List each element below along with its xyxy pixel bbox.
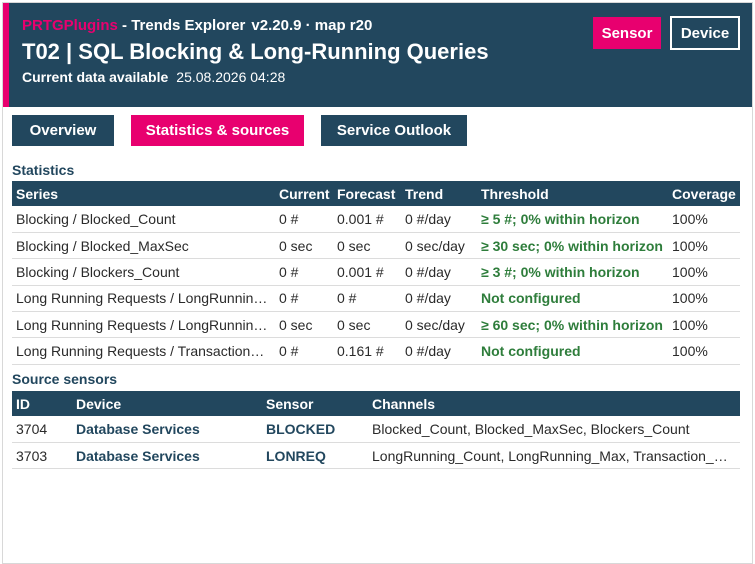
brand-separator: - bbox=[117, 17, 132, 34]
column-header-coverage[interactable]: Coverage bbox=[668, 181, 740, 206]
source-sensors-title: Source sensors bbox=[12, 371, 118, 387]
app-name: Trends Explorer bbox=[131, 17, 246, 34]
column-header-sensor[interactable]: Sensor bbox=[262, 391, 368, 416]
table-row: Long Running Requests / LongRunning_Max … bbox=[12, 311, 740, 339]
threshold-cell: ≥ 30 sec; 0% within horizon bbox=[477, 232, 668, 260]
current-cell: 0 sec bbox=[275, 311, 333, 339]
column-header-current[interactable]: Current bbox=[275, 181, 333, 206]
series-cell: Blocking / Blocked_Count bbox=[12, 206, 275, 233]
coverage-cell: 100% bbox=[668, 232, 740, 260]
id-cell: 3704 bbox=[12, 416, 72, 443]
column-header-device[interactable]: Device bbox=[72, 391, 262, 416]
column-header-forecast[interactable]: Forecast bbox=[333, 181, 401, 206]
coverage-cell: 100% bbox=[668, 285, 740, 313]
table-row: Long Running Requests / LongRunning_Coun… bbox=[12, 285, 740, 313]
coverage-cell: 100% bbox=[668, 337, 740, 365]
channels-cell: LongRunning_Count, LongRunning_Max, Tran… bbox=[368, 442, 740, 470]
trend-cell: 0 #/day bbox=[401, 206, 477, 233]
current-cell: 0 # bbox=[275, 337, 333, 365]
sensor-link[interactable]: LONREQ bbox=[262, 442, 368, 470]
column-header-trend[interactable]: Trend bbox=[401, 181, 477, 206]
current-cell: 0 # bbox=[275, 258, 333, 286]
header-bar: PRTGPlugins - Trends Explorer v2.20.9 · m… bbox=[3, 3, 752, 107]
sensor-link[interactable]: BLOCKED bbox=[262, 416, 368, 443]
data-available-label: Current data available bbox=[22, 69, 169, 85]
device-link[interactable]: Database Services bbox=[72, 442, 262, 470]
series-cell: Long Running Requests / Transaction_Coun… bbox=[12, 337, 275, 365]
version-label: v2.20.9 · map r20 bbox=[251, 17, 373, 34]
source-sensors-table: ID Device Sensor Channels 3704 Database … bbox=[12, 391, 740, 470]
series-cell: Blocking / Blockers_Count bbox=[12, 258, 275, 286]
series-cell: Blocking / Blocked_MaxSec bbox=[12, 232, 275, 260]
forecast-cell: 0 sec bbox=[333, 232, 401, 260]
sources-header-row: ID Device Sensor Channels bbox=[12, 391, 740, 416]
table-row: Long Running Requests / Transaction_Coun… bbox=[12, 337, 740, 365]
current-cell: 0 # bbox=[275, 206, 333, 233]
current-cell: 0 sec bbox=[275, 232, 333, 260]
column-header-threshold[interactable]: Threshold bbox=[477, 181, 668, 206]
data-timestamp: 25.08.2026 04:28 bbox=[176, 69, 286, 85]
forecast-cell: 0.001 # bbox=[333, 258, 401, 286]
sensor-button[interactable]: Sensor bbox=[593, 17, 661, 49]
table-row: 3704 Database Services BLOCKED Blocked_C… bbox=[12, 416, 740, 443]
threshold-cell: ≥ 5 #; 0% within horizon bbox=[477, 206, 668, 233]
column-header-id[interactable]: ID bbox=[12, 391, 72, 416]
tab-statistics-sources[interactable]: Statistics & sources bbox=[131, 115, 304, 146]
coverage-cell: 100% bbox=[668, 206, 740, 233]
brand-line: PRTGPlugins - Trends Explorer v2.20.9 · m… bbox=[22, 17, 372, 34]
series-cell: Long Running Requests / LongRunning_Coun… bbox=[12, 285, 275, 313]
table-row: Blocking / Blocked_Count 0 # 0.001 # 0 #… bbox=[12, 206, 740, 233]
statistics-header-row: Series Current Forecast Trend Threshold … bbox=[12, 181, 740, 206]
page-title: T02 | SQL Blocking & Long-Running Querie… bbox=[22, 39, 489, 64]
table-row: 3703 Database Services LONREQ LongRunnin… bbox=[12, 442, 740, 470]
statistics-title: Statistics bbox=[12, 162, 75, 178]
device-button[interactable]: Device bbox=[670, 16, 740, 50]
data-availability: Current data available 25.08.2026 04:28 bbox=[22, 69, 285, 85]
forecast-cell: 0.001 # bbox=[333, 206, 401, 233]
tab-service-outlook[interactable]: Service Outlook bbox=[321, 115, 467, 146]
threshold-cell: Not configured bbox=[477, 285, 668, 313]
threshold-cell: ≥ 60 sec; 0% within horizon bbox=[477, 311, 668, 339]
column-header-series[interactable]: Series bbox=[12, 181, 275, 206]
forecast-cell: 0 sec bbox=[333, 311, 401, 339]
table-row: Blocking / Blocked_MaxSec 0 sec 0 sec 0 … bbox=[12, 232, 740, 260]
table-row: Blocking / Blockers_Count 0 # 0.001 # 0 … bbox=[12, 258, 740, 286]
trend-cell: 0 #/day bbox=[401, 337, 477, 365]
threshold-cell: ≥ 3 #; 0% within horizon bbox=[477, 258, 668, 286]
coverage-cell: 100% bbox=[668, 311, 740, 339]
trend-cell: 0 sec/day bbox=[401, 311, 477, 339]
device-link[interactable]: Database Services bbox=[72, 416, 262, 443]
current-cell: 0 # bbox=[275, 285, 333, 313]
header-accent-stripe bbox=[3, 3, 9, 107]
series-cell: Long Running Requests / LongRunning_Max bbox=[12, 311, 275, 339]
forecast-cell: 0 # bbox=[333, 285, 401, 313]
threshold-cell: Not configured bbox=[477, 337, 668, 365]
forecast-cell: 0.161 # bbox=[333, 337, 401, 365]
column-header-channels[interactable]: Channels bbox=[368, 391, 740, 416]
coverage-cell: 100% bbox=[668, 258, 740, 286]
trend-cell: 0 #/day bbox=[401, 285, 477, 313]
tab-overview[interactable]: Overview bbox=[12, 115, 114, 146]
id-cell: 3703 bbox=[12, 442, 72, 470]
brand-name: PRTGPlugins bbox=[22, 17, 118, 34]
trend-cell: 0 #/day bbox=[401, 258, 477, 286]
statistics-table: Series Current Forecast Trend Threshold … bbox=[12, 181, 740, 365]
trend-cell: 0 sec/day bbox=[401, 232, 477, 260]
channels-cell: Blocked_Count, Blocked_MaxSec, Blockers_… bbox=[368, 416, 740, 443]
